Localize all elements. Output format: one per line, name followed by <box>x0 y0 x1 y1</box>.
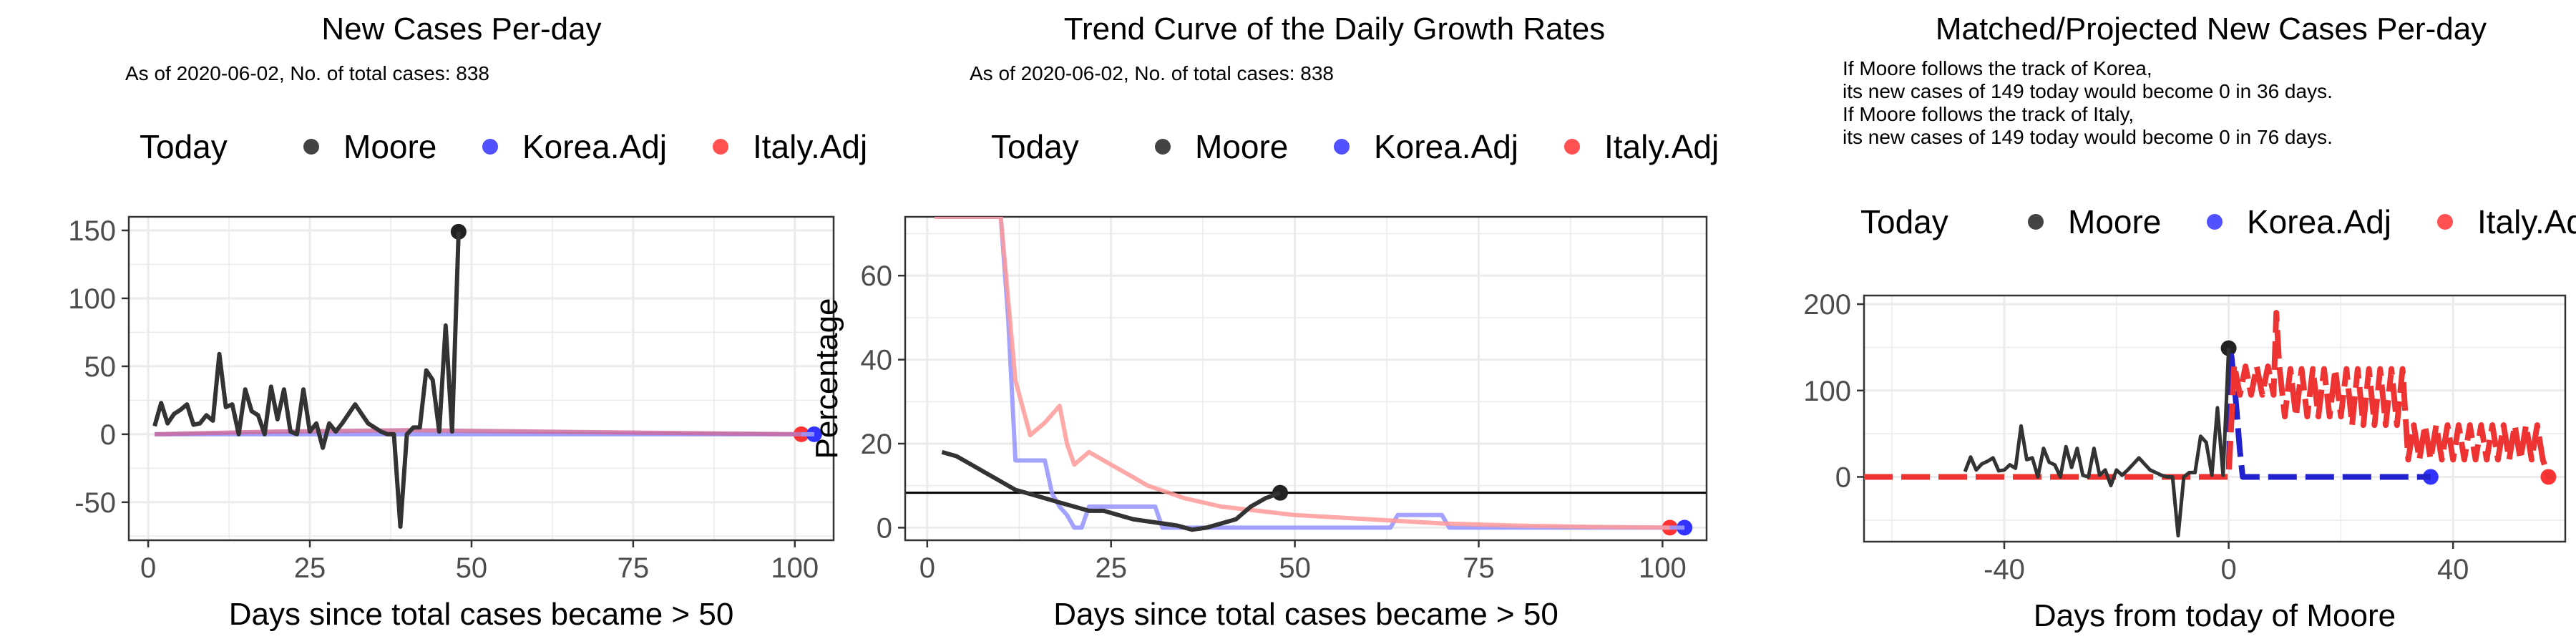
legend-marker-moore <box>303 139 319 155</box>
y-tick-label: 100 <box>1803 376 1851 407</box>
chart-title-1: New Cases Per-day <box>321 11 601 47</box>
x-tick-label: 75 <box>618 552 650 584</box>
x-axis-title: Days since total cases became > 50 <box>229 597 734 632</box>
x-tick-label: 40 <box>2437 554 2469 585</box>
panel-background <box>905 217 1707 540</box>
series-group-2 <box>935 217 1685 532</box>
plot-panel-1: 0 25 50 75 100 -50 0 50 100 150 <box>68 215 835 584</box>
panel-background <box>1864 296 2565 542</box>
series-line-moore <box>152 231 461 529</box>
y-axis-title: Percentage <box>809 298 844 459</box>
x-tick-label: 50 <box>456 552 488 584</box>
chart-subtitle-2: As of 2020-06-02, No. of total cases: 83… <box>970 62 1334 84</box>
series-group-1 <box>152 231 814 529</box>
x-tick-label: -40 <box>1984 554 2025 585</box>
y-tick-label: 50 <box>84 351 117 383</box>
series-line-italy-adj <box>155 428 801 436</box>
legend-marker-korea-adj <box>1334 139 1350 155</box>
x-tick-label: 50 <box>1279 552 1311 584</box>
legend-3: Today Moore Korea.Adj Italy.Adj <box>1860 203 2576 240</box>
panel-background <box>129 217 834 540</box>
x-tick-label: 0 <box>2220 554 2236 585</box>
series-line-italy-adj <box>1864 310 2555 480</box>
x-tick-label: 25 <box>1095 552 1127 584</box>
y-tick-label: 60 <box>861 260 893 292</box>
legend-title: Today <box>140 128 228 165</box>
legend-label-italy-adj: Italy.Adj <box>753 128 867 165</box>
y-tick-label: -50 <box>74 487 116 519</box>
legend-title: Today <box>1860 203 1948 240</box>
today-point-moore <box>1272 484 1289 501</box>
legend-marker-italy-adj <box>1564 139 1580 155</box>
y-tick-label: 0 <box>1835 462 1851 493</box>
x-tick-label: 75 <box>1463 552 1495 584</box>
legend-label-italy-adj: Italy.Adj <box>2477 203 2576 240</box>
annotation-line-1: If Moore follows the track of Korea, <box>1843 57 2152 79</box>
legend-marker-korea-adj <box>482 139 498 155</box>
chart-title-2: Trend Curve of the Daily Growth Rates <box>1064 11 1605 47</box>
y-tick-label: 0 <box>100 419 116 451</box>
x-tick-label: 0 <box>140 552 156 584</box>
x-tick-label: 100 <box>771 552 819 584</box>
legend-label-korea-adj: Korea.Adj <box>522 128 667 165</box>
legend-label-korea-adj: Korea.Adj <box>2247 203 2391 240</box>
chart-title-3: Matched/Projected New Cases Per-day <box>1936 11 2487 47</box>
x-axis-title: Days since total cases became > 50 <box>1053 597 1558 632</box>
legend-marker-moore <box>1155 139 1171 155</box>
legend-1: Today Moore Korea.Adj Italy.Adj <box>140 128 867 165</box>
y-tick-label: 0 <box>877 512 892 544</box>
annotation-line-2: its new cases of 149 today would become … <box>1843 80 2333 102</box>
y-tick-label: 20 <box>861 429 893 460</box>
legend-label-italy-adj: Italy.Adj <box>1604 128 1719 165</box>
legend-label-korea-adj: Korea.Adj <box>1374 128 1518 165</box>
legend-marker-italy-adj <box>2437 214 2453 230</box>
legend-marker-italy-adj <box>713 139 728 155</box>
annotation-line-4: its new cases of 149 today would become … <box>1843 126 2333 148</box>
y-tick-label: 100 <box>68 283 116 315</box>
plot-panel-2: 0 25 50 75 100 0 20 40 60 <box>861 215 1708 584</box>
series-line-moore <box>1963 348 2231 538</box>
series-group-3 <box>1864 310 2555 538</box>
legend-2: Today Moore Korea.Adj Italy.Adj <box>991 128 1719 165</box>
chart-subtitle-1: As of 2020-06-02, No. of total cases: 83… <box>125 62 489 84</box>
series-line-moore <box>941 449 1282 532</box>
today-point-moore <box>450 223 467 240</box>
legend-marker-moore <box>2028 214 2044 230</box>
legend-label-moore: Moore <box>2068 203 2161 240</box>
y-tick-label: 150 <box>68 215 116 247</box>
panel-border <box>1863 294 2567 543</box>
plot-panel-3: -40 0 40 0 100 200 <box>1803 289 2567 585</box>
legend-marker-korea-adj <box>2207 214 2223 230</box>
x-axis-title: Days from today of Moore <box>2034 598 2396 633</box>
panel-border <box>127 215 835 542</box>
series-line-italy-adj <box>935 217 1670 530</box>
legend-label-moore: Moore <box>343 128 436 165</box>
y-tick-label: 200 <box>1803 289 1851 321</box>
legend-label-moore: Moore <box>1195 128 1288 165</box>
series-line-korea-adj <box>935 217 1685 530</box>
today-point-korea-adj <box>2422 469 2439 485</box>
annotation-line-3: If Moore follows the track of Italy, <box>1843 103 2134 125</box>
y-tick-label: 40 <box>861 345 893 376</box>
panel-border <box>904 215 1708 542</box>
x-tick-label: 100 <box>1639 552 1687 584</box>
x-tick-label: 25 <box>294 552 326 584</box>
x-tick-label: 0 <box>919 552 935 584</box>
legend-title: Today <box>991 128 1079 165</box>
